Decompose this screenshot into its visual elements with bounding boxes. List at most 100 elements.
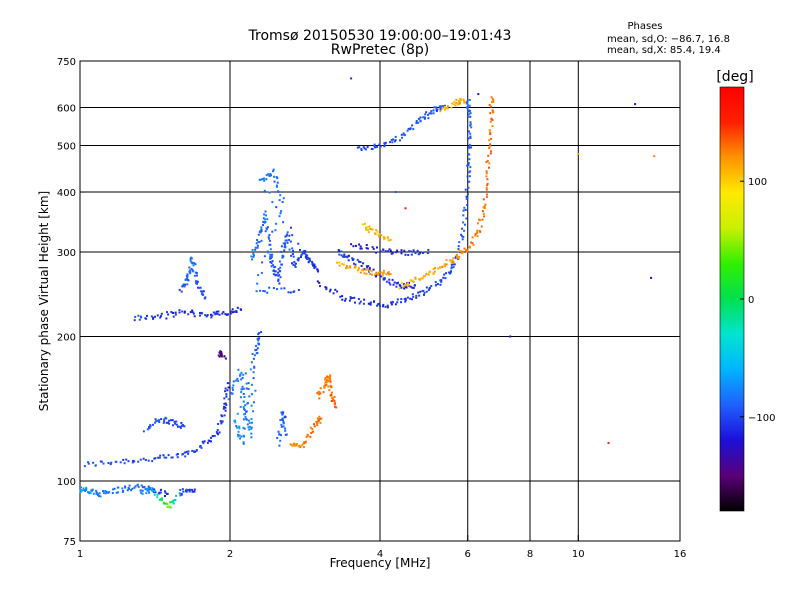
data-point bbox=[227, 313, 229, 316]
data-point bbox=[200, 446, 203, 449]
data-point bbox=[277, 190, 280, 193]
data-point bbox=[169, 419, 172, 422]
data-point bbox=[319, 285, 321, 288]
data-point bbox=[303, 441, 306, 444]
data-point bbox=[226, 389, 229, 392]
data-point bbox=[102, 490, 104, 493]
data-point bbox=[403, 249, 406, 252]
data-point bbox=[283, 249, 286, 252]
data-point bbox=[260, 229, 263, 232]
data-point bbox=[410, 253, 413, 256]
data-point bbox=[393, 140, 396, 143]
data-point bbox=[470, 126, 473, 129]
data-point bbox=[217, 310, 220, 313]
data-point bbox=[188, 488, 191, 491]
data-point bbox=[206, 441, 209, 444]
data-point bbox=[469, 121, 472, 124]
data-point bbox=[187, 450, 190, 453]
data-point bbox=[272, 264, 275, 267]
data-point bbox=[467, 115, 469, 118]
data-point bbox=[264, 221, 267, 223]
data-point bbox=[165, 317, 168, 320]
data-point bbox=[336, 290, 339, 293]
data-point bbox=[393, 281, 396, 284]
data-point bbox=[284, 244, 286, 247]
data-point bbox=[121, 491, 124, 493]
chart-subtitle: RwPretec (8p) bbox=[331, 42, 429, 58]
data-point bbox=[271, 230, 274, 233]
data-point bbox=[460, 233, 463, 236]
data-point bbox=[313, 423, 315, 426]
data-point bbox=[149, 486, 152, 489]
data-point bbox=[270, 265, 273, 268]
data-point bbox=[255, 344, 257, 347]
data-point bbox=[492, 111, 495, 114]
data-point bbox=[378, 271, 381, 274]
data-point bbox=[231, 386, 234, 389]
data-point bbox=[451, 102, 454, 105]
data-point bbox=[330, 385, 333, 388]
data-point bbox=[277, 268, 280, 271]
data-point bbox=[444, 277, 447, 280]
data-point bbox=[365, 228, 367, 231]
data-point bbox=[102, 462, 105, 465]
data-point bbox=[455, 101, 458, 104]
data-point bbox=[151, 487, 154, 490]
data-point bbox=[254, 349, 257, 352]
data-point bbox=[491, 109, 494, 112]
data-point bbox=[202, 293, 204, 296]
data-point bbox=[179, 489, 182, 491]
x-tick-label: 10 bbox=[572, 549, 585, 560]
data-point bbox=[389, 141, 391, 144]
data-point bbox=[339, 295, 342, 298]
data-point bbox=[384, 141, 387, 144]
data-point bbox=[241, 376, 244, 379]
data-point bbox=[113, 487, 116, 490]
data-point bbox=[134, 315, 137, 318]
data-point bbox=[236, 412, 239, 415]
data-point bbox=[476, 229, 479, 232]
data-point bbox=[415, 294, 418, 297]
data-point bbox=[397, 281, 399, 284]
data-point bbox=[472, 244, 475, 246]
data-point bbox=[371, 148, 374, 150]
data-point bbox=[372, 247, 375, 250]
data-point bbox=[174, 313, 177, 316]
data-point bbox=[327, 385, 330, 388]
data-point bbox=[468, 98, 471, 101]
data-point bbox=[388, 278, 391, 281]
data-point bbox=[314, 265, 317, 268]
data-point bbox=[273, 180, 276, 183]
data-point bbox=[467, 104, 470, 107]
plot-area bbox=[79, 60, 681, 542]
data-point bbox=[218, 313, 221, 316]
data-point bbox=[292, 255, 295, 258]
data-point bbox=[302, 446, 305, 449]
data-point bbox=[467, 164, 470, 166]
data-point bbox=[147, 459, 150, 462]
data-point bbox=[634, 103, 637, 106]
data-point bbox=[252, 255, 255, 258]
data-point bbox=[489, 120, 492, 123]
data-point bbox=[466, 99, 469, 102]
data-point bbox=[469, 124, 472, 127]
data-point bbox=[162, 501, 165, 504]
data-point bbox=[330, 394, 333, 396]
data-point bbox=[252, 357, 255, 360]
data-point bbox=[328, 389, 331, 392]
data-point bbox=[258, 332, 261, 334]
data-point bbox=[279, 439, 282, 442]
data-point bbox=[390, 139, 393, 141]
data-point bbox=[242, 393, 245, 395]
data-point bbox=[469, 123, 472, 126]
data-point bbox=[124, 485, 126, 488]
data-point bbox=[293, 261, 296, 264]
data-point bbox=[300, 256, 302, 258]
data-point bbox=[488, 146, 491, 149]
data-point bbox=[333, 402, 336, 405]
data-point bbox=[449, 272, 452, 275]
data-point bbox=[385, 273, 388, 276]
data-point bbox=[117, 486, 120, 489]
data-point bbox=[200, 312, 203, 315]
data-point bbox=[447, 271, 450, 274]
